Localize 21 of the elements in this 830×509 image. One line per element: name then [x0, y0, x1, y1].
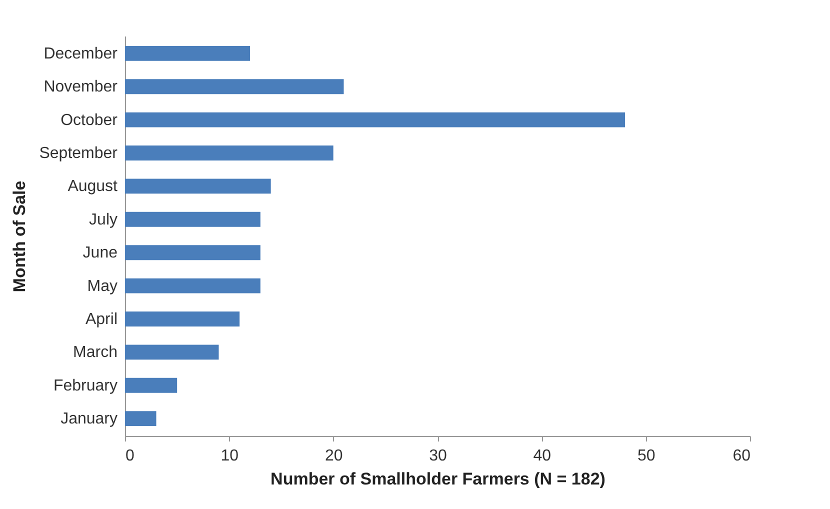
y-tick-label: July: [89, 211, 118, 228]
y-tick-label: January: [60, 410, 118, 428]
x-tick-label: 40: [533, 448, 552, 464]
x-tick-label: 60: [732, 448, 751, 464]
x-tick-label: 0: [126, 448, 134, 464]
y-tick-label: November: [44, 78, 118, 96]
y-tick-label: March: [73, 344, 118, 362]
x-tick-label: 50: [637, 448, 656, 464]
y-tick-label: June: [82, 244, 118, 262]
y-tick-label: April: [85, 310, 118, 328]
x-tick-label: 10: [220, 448, 239, 464]
y-axis-title: Month of Sale: [10, 180, 30, 292]
x-tick-label: 20: [324, 448, 343, 464]
x-tick-label: 30: [429, 448, 447, 464]
y-tick-label: October: [60, 112, 118, 129]
x-axis-title: Number of Smallholder Farmers (N = 182): [270, 470, 606, 488]
y-tick-label: May: [87, 278, 118, 295]
y-tick-label: February: [53, 377, 118, 394]
y-tick-label: August: [68, 178, 118, 196]
y-tick-label: September: [39, 145, 118, 162]
y-tick-label: December: [44, 45, 118, 62]
